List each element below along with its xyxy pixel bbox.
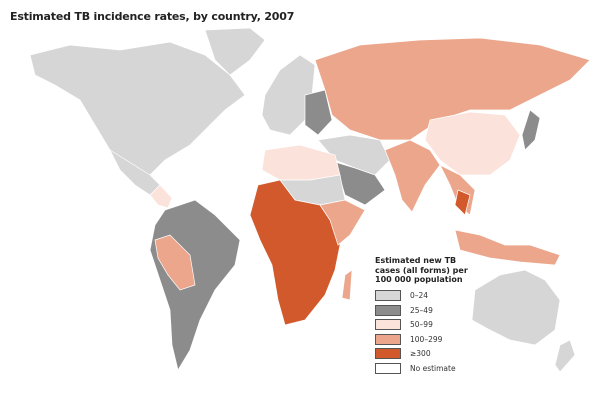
region-japan-korea: [521, 109, 541, 151]
region-madagascar: [341, 269, 353, 301]
region-russia-central-asia: [314, 37, 591, 141]
legend-label: No estimate: [410, 363, 456, 373]
legend-swatch: [375, 348, 401, 360]
region-north-america: [29, 41, 246, 176]
region-south-asia: [384, 139, 441, 213]
legend-item: 25–49: [375, 303, 485, 318]
region-central-southern-africa: [249, 179, 341, 326]
legend-swatch: [375, 333, 401, 345]
region-middle-east: [317, 134, 391, 176]
region-greenland: [204, 27, 266, 76]
region-new-zealand: [554, 339, 576, 373]
region-china: [424, 111, 521, 176]
legend-label: 25–49: [410, 305, 433, 315]
legend-label: 100–299: [410, 334, 443, 344]
legend-title-line: Estimated new TB: [375, 256, 457, 265]
legend-label: ≥300: [410, 349, 431, 359]
map-title: Estimated TB incidence rates, by country…: [10, 10, 295, 23]
region-indonesia-png: [454, 229, 561, 266]
legend-swatch: [375, 362, 401, 374]
legend-item: 0–24: [375, 289, 485, 304]
region-arabia: [334, 161, 386, 206]
region-central-america: [149, 184, 173, 209]
legend-title-line: cases (all forms) per: [375, 265, 468, 275]
region-europe-east: [304, 89, 333, 136]
region-andes-bolivia-peru: [154, 234, 196, 291]
legend-item: ≥300: [375, 347, 485, 362]
legend-label: 0–24: [410, 291, 429, 301]
legend-item: 100–299: [375, 332, 485, 347]
legend-item: 50–99: [375, 318, 485, 333]
legend-title: Estimated new TB cases (all forms) per 1…: [375, 256, 485, 285]
legend-swatch: [375, 290, 401, 302]
legend-item: No estimate: [375, 361, 485, 376]
region-cambodia-myanmar: [454, 189, 471, 216]
legend-swatch: [375, 319, 401, 331]
legend-swatch: [375, 304, 401, 316]
legend-label: 50–99: [410, 320, 433, 330]
region-east-africa-horn: [319, 199, 366, 246]
legend-title-line: 100 000 population: [375, 275, 463, 284]
legend: Estimated new TB cases (all forms) per 1…: [375, 256, 485, 376]
region-australia: [471, 269, 561, 346]
